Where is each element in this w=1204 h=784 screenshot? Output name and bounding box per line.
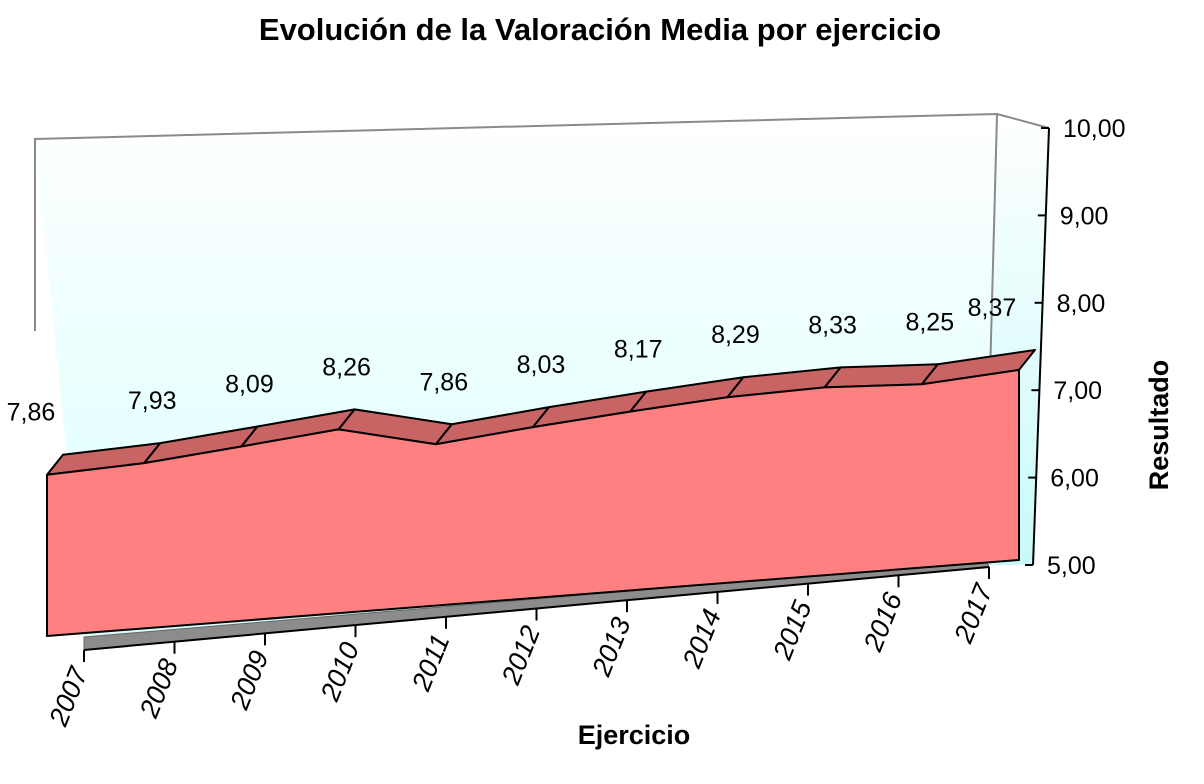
data-label: 8,26 — [322, 353, 371, 381]
x-tick-label: 2014 — [676, 605, 727, 673]
x-tick-label: 2010 — [314, 638, 365, 706]
x-tick-label: 2015 — [767, 596, 818, 665]
data-label: 8,17 — [614, 336, 663, 364]
y-tick-label: 5,00 — [1047, 552, 1096, 580]
data-label: 8,03 — [517, 351, 566, 379]
x-tick-label: 2008 — [133, 655, 184, 723]
data-label: 8,37 — [968, 294, 1017, 322]
data-label: 8,29 — [711, 321, 760, 349]
y-tick-label: 8,00 — [1057, 290, 1106, 318]
y-axis-title: Resultado — [1144, 360, 1174, 491]
data-label: 7,93 — [128, 387, 177, 415]
area-series — [46, 348, 1036, 637]
data-labels: 7,86 7,93 8,09 8,26 7,86 8,03 8,17 8,29 8,33 8,25… — [7, 294, 1017, 427]
data-label: 8,09 — [225, 371, 274, 399]
x-tick-label: 2012 — [495, 622, 546, 690]
back-wall-border — [34, 112, 999, 566]
y-tick-label: 6,00 — [1050, 465, 1099, 493]
x-axis-title: Ejercicio — [578, 720, 691, 750]
area-front-face — [46, 368, 1020, 637]
chart-title: Evolución de la Valoración Media por eje… — [259, 12, 941, 47]
x-tick-label: 2016 — [857, 587, 908, 656]
x-tick-label: 2017 — [948, 579, 999, 648]
y-tick-label: 10,00 — [1063, 115, 1126, 143]
side-wall-top-edge — [996, 113, 1050, 129]
x-tick-label: 2009 — [224, 646, 275, 714]
x-tick-label: 2007 — [43, 662, 94, 731]
data-label: 7,86 — [7, 399, 56, 427]
y-tick-label: 9,00 — [1060, 202, 1109, 230]
data-label: 8,25 — [905, 308, 954, 336]
y-tick-label: 7,00 — [1053, 377, 1102, 405]
data-label: 7,86 — [419, 368, 468, 396]
y-axis-line — [1032, 127, 1050, 566]
x-tick-label: 2011 — [406, 630, 456, 696]
data-label: 8,33 — [808, 311, 857, 339]
y-axis: 5,00 6,00 7,00 8,00 9,00 10,00 — [1025, 115, 1126, 580]
x-tick-label: 2013 — [586, 613, 637, 681]
